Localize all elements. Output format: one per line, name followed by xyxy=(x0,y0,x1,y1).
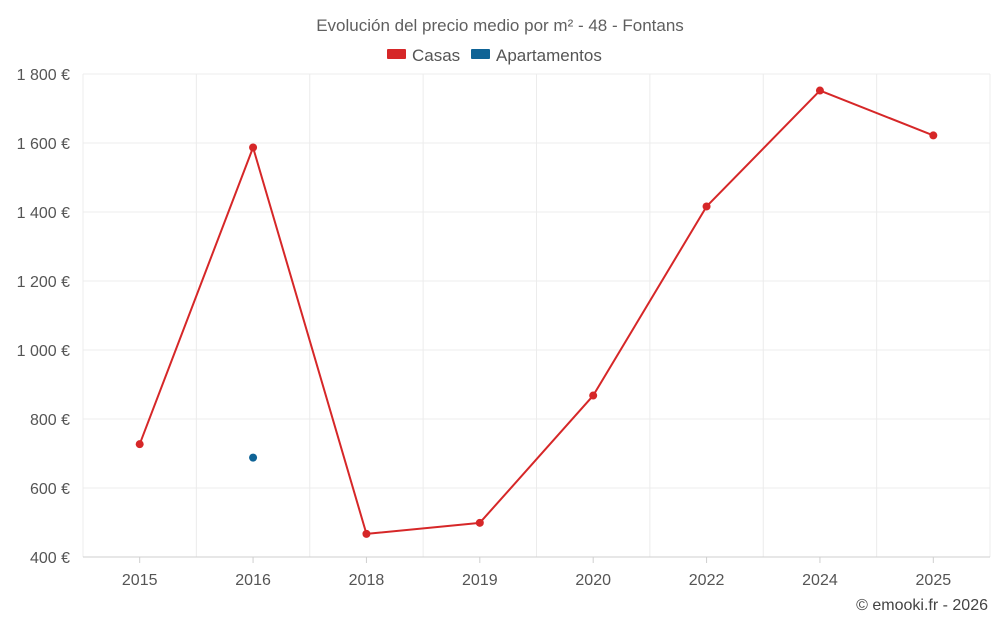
x-tick-label: 2020 xyxy=(575,572,611,589)
data-point-apartamentos[interactable] xyxy=(249,453,258,462)
data-point-casas[interactable] xyxy=(362,529,371,538)
data-point-casas[interactable] xyxy=(135,440,144,449)
legend-swatch-apartamentos xyxy=(471,49,490,59)
y-tick-label: 1 600 € xyxy=(17,136,70,153)
chart-title: Evolución del precio medio por m² - 48 -… xyxy=(316,16,684,35)
credit-text: © emooki.fr - 2026 xyxy=(856,597,988,614)
x-tick-label: 2015 xyxy=(122,572,158,589)
data-point-casas[interactable] xyxy=(589,391,598,400)
data-point-casas[interactable] xyxy=(249,143,258,152)
y-tick-label: 1 200 € xyxy=(17,274,70,291)
x-tick-label: 2016 xyxy=(235,572,271,589)
grid-lines xyxy=(82,73,991,557)
y-tick-label: 800 € xyxy=(30,412,70,429)
y-tick-label: 600 € xyxy=(30,481,70,498)
legend-swatch-casas xyxy=(387,49,406,59)
legend-label-apartamentos: Apartamentos xyxy=(496,46,602,65)
x-tick-label: 2024 xyxy=(802,572,838,589)
y-tick-label: 1 000 € xyxy=(17,343,70,360)
x-tick-label: 2019 xyxy=(462,572,498,589)
y-tick-label: 1 400 € xyxy=(17,205,70,222)
x-tick-label: 2025 xyxy=(916,572,952,589)
legend-label-casas: Casas xyxy=(412,46,460,65)
y-axis-ticks: 400 € 600 € 800 € 1 000 € 1 200 € 1 400 € 1 60… xyxy=(17,67,70,567)
data-point-casas[interactable] xyxy=(929,131,938,140)
data-point-casas[interactable] xyxy=(475,518,484,527)
series-line-casas xyxy=(138,89,934,535)
series xyxy=(135,86,938,538)
x-tick-label: 2018 xyxy=(349,572,385,589)
x-axis-ticks: 2015 2016 2018 2019 2020 2022 2024 2025 xyxy=(122,557,951,589)
legend-item-casas[interactable]: Casas xyxy=(387,46,460,65)
legend-item-apartamentos[interactable]: Apartamentos xyxy=(471,46,602,65)
legend: Casas Apartamentos xyxy=(387,46,602,65)
data-point-casas[interactable] xyxy=(815,86,824,95)
y-tick-label: 1 800 € xyxy=(17,67,70,84)
data-point-casas[interactable] xyxy=(702,202,711,211)
y-tick-label: 400 € xyxy=(30,550,70,567)
x-tick-label: 2022 xyxy=(689,572,725,589)
